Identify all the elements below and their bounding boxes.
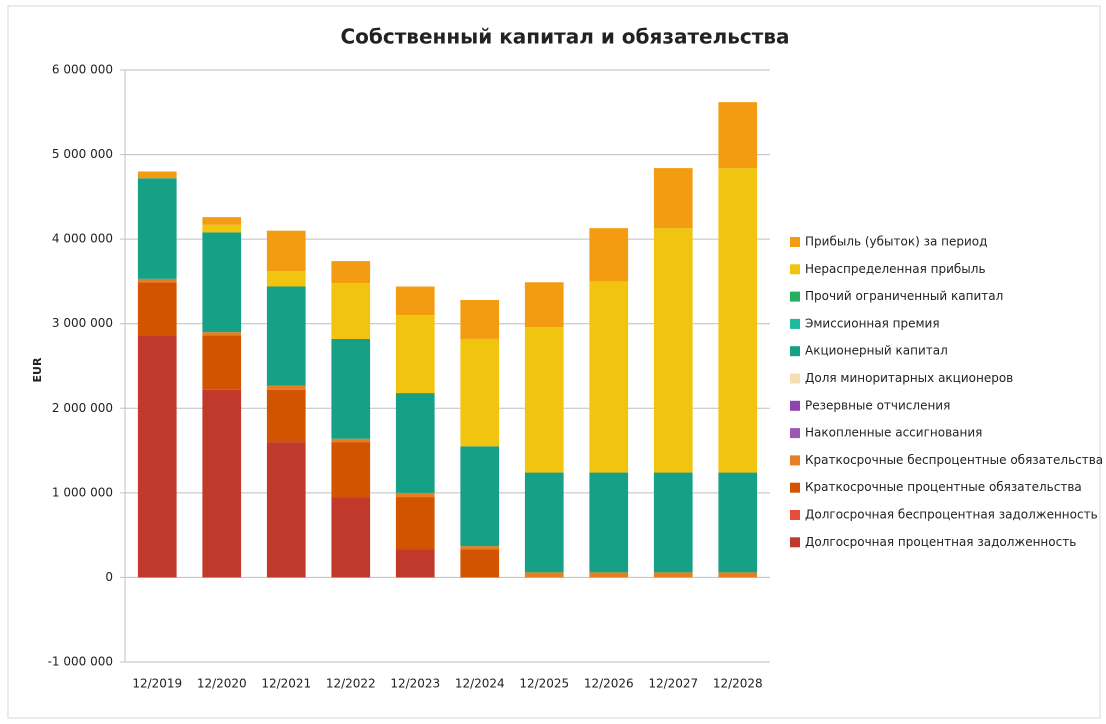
bar-segment <box>589 472 629 573</box>
bar-segment <box>266 271 306 287</box>
y-tick-label: 6 000 000 <box>52 63 113 77</box>
x-tick-label: 12/2021 <box>261 677 311 691</box>
bar-segment <box>331 283 371 339</box>
legend-label: Долгосрочная процентная задолженность <box>805 535 1076 549</box>
bar-segment <box>266 442 306 578</box>
bar-segment <box>460 549 500 578</box>
x-tick-label: 12/2025 <box>519 677 569 691</box>
bar-segment <box>653 228 693 473</box>
bar-segment <box>202 332 242 336</box>
bar-segment <box>653 572 693 578</box>
y-tick-label: 3 000 000 <box>52 316 113 330</box>
bar-segment <box>653 168 693 229</box>
y-tick-label: 2 000 000 <box>52 401 113 415</box>
bar-segment <box>331 438 371 443</box>
bar-segment <box>137 282 177 336</box>
legend-label: Накопленные ассигнования <box>805 426 982 440</box>
bar-segment <box>202 232 242 333</box>
legend-label: Резервные отчисления <box>805 398 950 412</box>
bar-segment <box>718 472 758 573</box>
bar-segment <box>202 224 242 233</box>
x-tick-label: 12/2023 <box>390 677 440 691</box>
bar-segment <box>718 102 758 169</box>
bar-segment <box>266 389 306 443</box>
bar-segment <box>202 389 242 578</box>
bar-segment <box>395 492 435 498</box>
bar-segment <box>589 281 629 473</box>
bar-segment <box>718 572 758 578</box>
legend-label: Прочий ограниченный капитал <box>805 289 1003 303</box>
x-tick-label: 12/2026 <box>584 677 634 691</box>
bar-segment <box>524 282 564 328</box>
x-tick-label: 12/2020 <box>197 677 247 691</box>
bar-segment <box>137 171 177 179</box>
legend-swatch <box>790 482 800 493</box>
bar-segment <box>589 228 629 282</box>
y-tick-label: 5 000 000 <box>52 147 113 161</box>
bar-segment <box>266 286 306 386</box>
bar-segment <box>331 261 371 284</box>
y-tick-label: 1 000 000 <box>52 485 113 499</box>
y-tick-label: 0 <box>105 570 113 584</box>
bar-segment <box>395 286 435 316</box>
bar-segment <box>395 497 435 550</box>
legend-label: Нераспределенная прибыль <box>805 262 986 276</box>
bar-segment <box>718 168 758 473</box>
chart-title: Собственный капитал и обязательства <box>340 25 789 49</box>
bar-segment <box>202 217 242 225</box>
x-tick-label: 12/2019 <box>132 677 182 691</box>
bar-segment <box>460 338 500 447</box>
x-tick-label: 12/2024 <box>455 677 505 691</box>
legend-label: Эмиссионная премия <box>805 316 940 330</box>
bar-segment <box>460 446 500 547</box>
legend-swatch <box>790 428 800 439</box>
x-tick-label: 12/2028 <box>713 677 763 691</box>
legend-label: Прибыль (убыток) за период <box>805 235 987 249</box>
bar-segment <box>395 549 435 578</box>
legend-label: Краткосрочные процентные обязательства <box>805 480 1082 494</box>
bar-segment <box>137 278 177 283</box>
bar-segment <box>395 393 435 493</box>
legend-swatch <box>790 510 800 520</box>
bar-segment <box>266 230 306 272</box>
legend-swatch <box>790 318 800 329</box>
bar-segment <box>331 497 371 578</box>
legend-swatch <box>790 237 800 247</box>
y-axis-label: EUR <box>31 357 44 382</box>
legend-label: Доля миноритарных акционеров <box>805 371 1013 385</box>
legend-swatch <box>790 373 800 384</box>
legend-label: Долгосрочная беспроцентная задолженность <box>805 508 1098 522</box>
legend-swatch <box>790 537 800 548</box>
bar-segment <box>524 327 564 473</box>
x-tick-label: 12/2027 <box>648 677 698 691</box>
legend-label: Акционерный капитал <box>805 344 948 358</box>
bar-segment <box>524 572 564 578</box>
bar-segment <box>589 572 629 578</box>
bar-segment <box>524 472 564 573</box>
bar-segment <box>331 442 371 498</box>
legend-swatch <box>790 455 800 466</box>
bar-segment <box>202 335 242 390</box>
bar-segment <box>395 315 435 394</box>
bar-segment <box>653 472 693 573</box>
bar-segment <box>331 338 371 439</box>
bar-segment <box>137 178 177 279</box>
y-tick-label: -1 000 000 <box>48 655 113 669</box>
legend-label: Краткосрочные беспроцентные обязательств… <box>805 453 1103 467</box>
legend-swatch <box>790 291 800 302</box>
bar-segment <box>266 385 306 390</box>
bar-segment <box>137 335 177 578</box>
bar-segment <box>460 546 500 550</box>
y-tick-label: 4 000 000 <box>52 232 113 246</box>
legend-swatch <box>790 346 800 357</box>
legend-swatch <box>790 264 800 275</box>
legend-swatch <box>790 400 800 411</box>
bar-segment <box>460 300 500 339</box>
x-tick-label: 12/2022 <box>326 677 376 691</box>
